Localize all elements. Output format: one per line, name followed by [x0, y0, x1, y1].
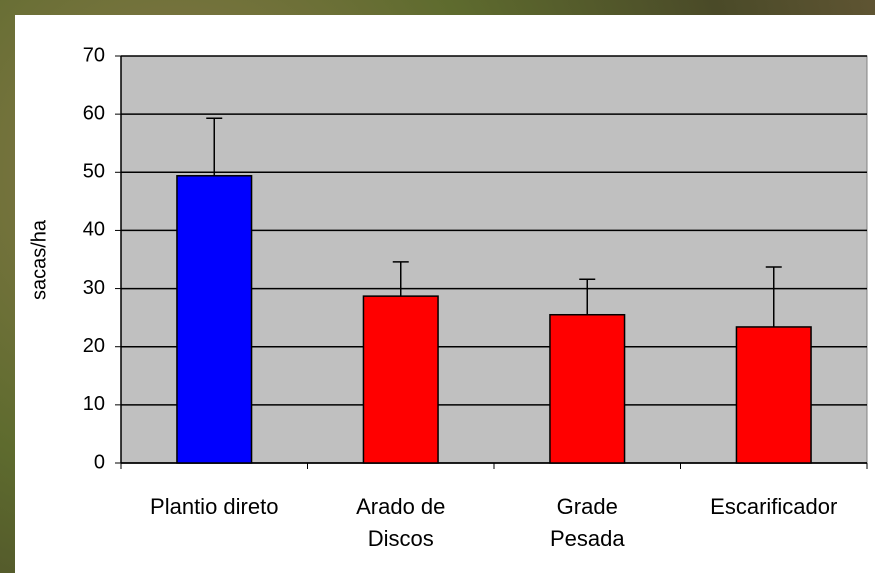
x-tick-label: Arado de Discos	[356, 494, 446, 551]
y-tick-label: 50	[83, 161, 105, 183]
y-tick-label: 30	[83, 277, 105, 299]
y-tick-label: 60	[83, 102, 105, 124]
y-tick-label: 20	[83, 335, 105, 357]
x-tick-label: Escarificador	[710, 494, 838, 519]
bar	[549, 313, 626, 464]
y-axis-label: sacas/ha	[28, 219, 50, 300]
bar	[735, 326, 812, 464]
y-tick-label: 70	[83, 44, 105, 66]
x-tick-label: Grade Pesada	[549, 494, 625, 551]
y-tick-label: 0	[94, 451, 105, 473]
y-tick-label: 10	[83, 393, 105, 415]
bar	[176, 175, 253, 464]
x-tick-label: Plantio direto	[150, 494, 279, 519]
bar	[362, 295, 439, 464]
y-tick-label: 40	[83, 219, 105, 241]
